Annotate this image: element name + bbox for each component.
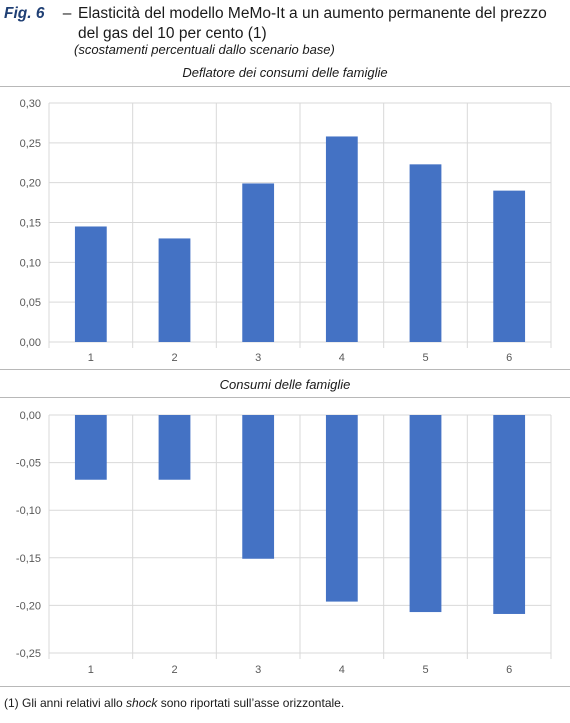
- deflatore-xtick-label: 5: [422, 352, 428, 364]
- consumi-bar: [74, 415, 107, 480]
- deflatore-bar: [325, 136, 358, 342]
- consumi-ytick-label: -0,10: [16, 505, 41, 517]
- deflatore-xtick-label: 2: [171, 352, 177, 364]
- consumi-ytick-label: 0,00: [20, 410, 41, 422]
- consumi-bar: [409, 415, 442, 613]
- deflatore-bar: [242, 183, 275, 342]
- deflatore-xtick-label: 4: [339, 352, 345, 364]
- footnote-suffix: sono riportati sull’asse orizzontale.: [157, 696, 345, 710]
- deflatore-xtick-label: 1: [88, 352, 94, 364]
- deflatore-xtick-label: 3: [255, 352, 261, 364]
- chart-consumi: 0,00 -0,05 -0,10 -0,15 -0,20 -0,25 1 2 3 4 5 6: [16, 410, 552, 676]
- figure-label: Fig. 6: [4, 5, 45, 22]
- deflatore-ytick-label: 0,05: [20, 297, 41, 309]
- deflatore-bar: [158, 238, 191, 342]
- deflatore-ytick-label: 0,30: [20, 98, 41, 110]
- deflatore-xtick-label: 6: [506, 352, 512, 364]
- consumi-ytick-label: -0,05: [16, 458, 41, 470]
- deflatore-ytick-label: 0,25: [20, 138, 41, 150]
- consumi-ytick-label: -0,15: [16, 553, 41, 565]
- consumi-ytick-label: -0,20: [16, 600, 41, 612]
- figure-header: Fig. 6 – Elasticità del modello MeMo-It …: [4, 4, 566, 44]
- chart1-title: Deflatore dei consumi delle famiglie: [182, 65, 388, 80]
- chart2-top-rule: [0, 397, 570, 398]
- consumi-bar: [325, 415, 358, 602]
- consumi-xtick-label: 3: [255, 664, 261, 676]
- chart2-title: Consumi delle famiglie: [219, 377, 351, 392]
- deflatore-ytick-label: 0,20: [20, 178, 41, 190]
- consumi-bar: [242, 415, 275, 559]
- deflatore-ytick-label: 0,00: [20, 337, 41, 349]
- figure-title: Elasticità del modello MeMo-It a un aume…: [78, 5, 547, 42]
- deflatore-bar: [74, 226, 107, 342]
- consumi-bar: [158, 415, 191, 480]
- deflatore-bar: [409, 164, 442, 342]
- figure-subtitle: (scostamenti percentuali dallo scenario …: [74, 42, 335, 57]
- consumi-bar: [493, 415, 526, 614]
- consumi-xtick-label: 5: [422, 664, 428, 676]
- deflatore-bar: [493, 190, 526, 342]
- chart-deflatore: 0,30 0,25 0,20 0,15 0,10 0,05 0,00 1 2 3 4 5 6: [20, 98, 552, 364]
- footnote-italic: shock: [126, 696, 158, 710]
- deflatore-ytick-label: 0,10: [20, 257, 41, 269]
- consumi-xtick-label: 1: [88, 664, 94, 676]
- title-dash: –: [62, 5, 72, 22]
- consumi-ytick-label: -0,25: [16, 648, 41, 660]
- deflatore-ytick-label: 0,15: [20, 218, 41, 230]
- footnote: (1) Gli anni relativi allo shock sono ri…: [4, 696, 344, 710]
- chart1-top-rule: [0, 86, 570, 87]
- consumi-xtick-label: 2: [171, 664, 177, 676]
- footnote-prefix: (1) Gli anni relativi allo: [4, 696, 127, 710]
- chart1-bottom-rule: [0, 369, 570, 370]
- consumi-xtick-label: 4: [339, 664, 345, 676]
- chart2-bottom-rule: [0, 686, 570, 687]
- consumi-xtick-label: 6: [506, 664, 512, 676]
